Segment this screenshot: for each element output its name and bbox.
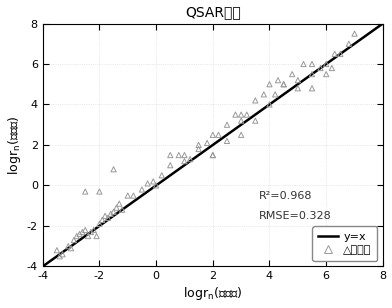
Text: R²=0.968: R²=0.968 xyxy=(259,191,312,201)
Point xyxy=(181,159,188,164)
Point xyxy=(309,62,315,67)
Point xyxy=(60,252,66,257)
Point xyxy=(108,211,114,216)
Point xyxy=(309,86,315,91)
Point xyxy=(337,51,343,56)
Title: QSAR模型: QSAR模型 xyxy=(185,6,241,19)
Point xyxy=(74,233,80,238)
Point xyxy=(111,209,117,214)
Point xyxy=(266,82,272,87)
Point xyxy=(82,189,88,194)
Point xyxy=(272,92,278,97)
Point xyxy=(332,51,338,56)
Point xyxy=(105,215,111,220)
Point xyxy=(196,147,202,152)
Point xyxy=(309,72,315,77)
Point xyxy=(266,102,272,107)
Point xyxy=(261,92,267,97)
Point xyxy=(224,122,230,127)
Point xyxy=(93,233,100,238)
Y-axis label: $\mathrm{logr_n}$(预测值): $\mathrm{logr_n}$(预测值) xyxy=(5,115,23,175)
Point xyxy=(68,246,74,251)
Point xyxy=(88,229,94,234)
Point xyxy=(281,82,287,87)
Point xyxy=(96,189,103,194)
Point xyxy=(196,143,202,148)
Point xyxy=(116,201,122,206)
Point xyxy=(176,153,182,158)
Point xyxy=(153,183,159,188)
Point xyxy=(139,187,145,192)
Point xyxy=(99,217,105,222)
Point xyxy=(91,228,97,233)
Point xyxy=(113,205,120,210)
Point xyxy=(318,66,324,71)
Point xyxy=(96,221,103,226)
Point xyxy=(76,232,83,237)
Point xyxy=(275,78,281,83)
Point xyxy=(238,132,244,137)
Point xyxy=(238,112,244,117)
Point xyxy=(210,153,216,158)
Point xyxy=(300,62,307,67)
Point xyxy=(289,72,295,77)
Point xyxy=(323,62,329,67)
Point xyxy=(125,193,131,198)
Point xyxy=(224,138,230,143)
Point xyxy=(295,86,301,91)
Point xyxy=(102,213,108,218)
Point xyxy=(82,228,88,233)
Point xyxy=(252,98,258,103)
Point xyxy=(56,254,63,259)
Point xyxy=(252,118,258,123)
Point xyxy=(181,153,188,158)
Point xyxy=(119,207,125,212)
Text: RMSE=0.328: RMSE=0.328 xyxy=(259,211,332,221)
Point xyxy=(238,118,244,123)
Point xyxy=(65,244,71,249)
Point xyxy=(215,132,221,137)
Point xyxy=(159,173,165,178)
Point xyxy=(323,72,329,77)
Point xyxy=(281,82,287,87)
Point xyxy=(346,41,352,46)
Point xyxy=(167,153,173,158)
Point xyxy=(187,157,193,162)
Point xyxy=(130,193,136,198)
Point xyxy=(145,181,151,186)
Point xyxy=(150,179,156,184)
Point xyxy=(85,233,91,238)
Legend: y=x, △训练集: y=x, △训练集 xyxy=(312,226,377,261)
Point xyxy=(210,153,216,158)
Point xyxy=(244,112,250,117)
Point xyxy=(111,167,117,172)
Point xyxy=(351,31,358,36)
Point xyxy=(71,238,77,243)
Point xyxy=(295,78,301,83)
Point xyxy=(54,248,60,253)
Point xyxy=(167,163,173,168)
Point xyxy=(329,66,335,71)
X-axis label: $\mathrm{logr_n}$(实测值): $\mathrm{logr_n}$(实测值) xyxy=(183,286,243,302)
Point xyxy=(210,132,216,137)
Point xyxy=(79,229,85,234)
Point xyxy=(204,140,210,145)
Point xyxy=(232,112,239,117)
